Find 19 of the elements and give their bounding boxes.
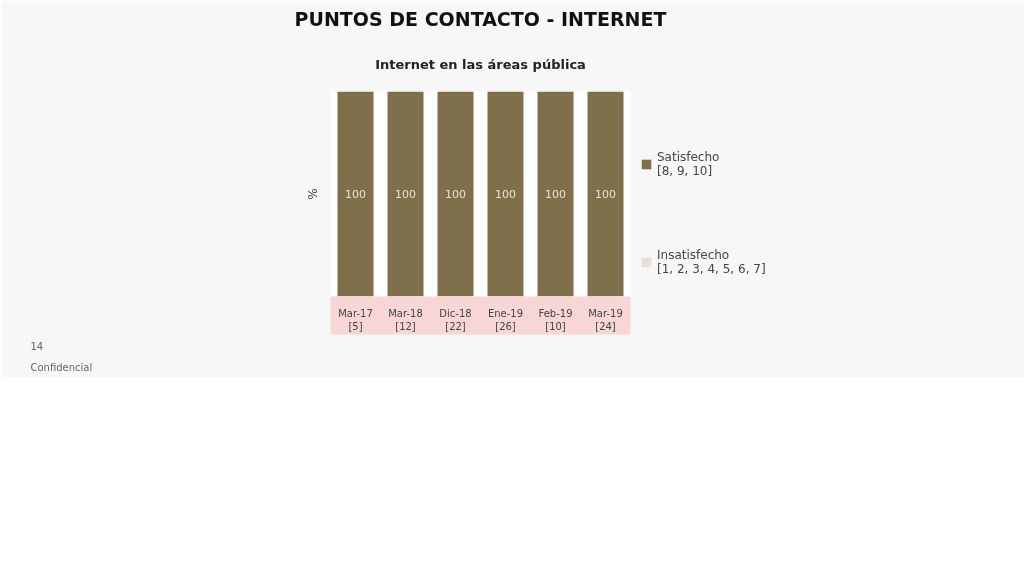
text: Confidencial <box>30 361 93 373</box>
legend-label: Satisfecho [8, 9, 10] <box>657 150 720 178</box>
data-label: 100 <box>345 188 366 201</box>
text: 14 <box>30 340 44 352</box>
x-tick-label: Dic-18 [22] <box>439 307 472 332</box>
x-tick-label: Mar-19 [24] <box>588 307 623 332</box>
data-label: 100 <box>595 188 616 201</box>
x-tick-label: Mar-17 [5] <box>338 307 373 332</box>
x-tick-label: Mar-18 [12] <box>388 307 423 332</box>
chart-title: PUNTOS DE CONTACTO - INTERNET <box>294 7 667 30</box>
x-tick-label: Ene-19 [26] <box>487 307 524 332</box>
data-label: 100 <box>495 188 516 201</box>
legend-label: Insatisfecho [1, 2, 3, 4, 5, 6, 7] <box>657 248 766 276</box>
x-tick-label: Feb-19 [10] <box>538 307 573 332</box>
data-label: 100 <box>395 188 416 201</box>
y-axis-title: % <box>305 188 320 200</box>
data-label: 100 <box>445 188 466 201</box>
chart-subtitle: Internet en las áreas pública <box>375 56 586 72</box>
data-label: 100 <box>545 188 566 201</box>
